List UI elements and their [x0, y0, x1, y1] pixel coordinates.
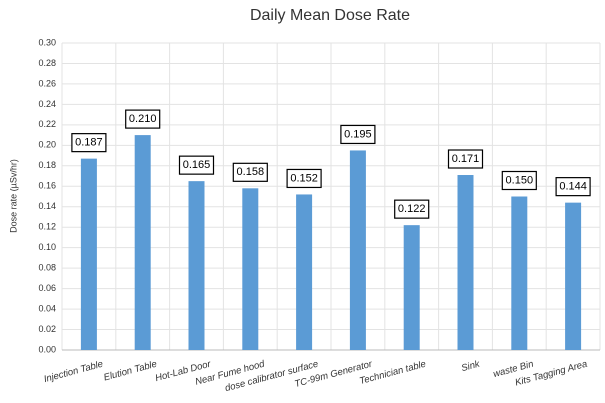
y-tick-label: 0.22 — [38, 119, 56, 129]
value-label: 0.165 — [183, 159, 211, 171]
value-label-box — [178, 155, 215, 175]
y-tick-label: 0.02 — [38, 324, 56, 334]
value-label: 0.210 — [129, 113, 157, 125]
value-label-box — [340, 124, 376, 145]
y-axis-label: Dose rate (µSv/hr) — [8, 159, 18, 233]
y-tick-label: 0.04 — [38, 303, 56, 313]
value-label: 0.187 — [75, 137, 103, 149]
bar — [80, 158, 97, 350]
y-tick-label: 0.14 — [38, 201, 56, 211]
y-tick-label: 0.10 — [38, 242, 56, 252]
bar — [242, 188, 259, 350]
x-tick-label: Injection Table — [43, 359, 105, 385]
y-tick-label: 0.20 — [38, 140, 56, 150]
value-label: 0.152 — [290, 172, 318, 184]
x-tick-label: Elution Table — [103, 359, 159, 384]
value-label-box — [394, 199, 430, 219]
value-label-box — [286, 168, 322, 189]
value-label-box — [232, 162, 268, 182]
bar — [349, 150, 366, 350]
y-tick-label: 0.12 — [38, 222, 56, 232]
bar — [457, 175, 474, 350]
value-label: 0.195 — [344, 128, 372, 140]
value-label-box — [71, 133, 107, 153]
bar — [296, 194, 313, 350]
y-tick-label: 0.28 — [38, 58, 56, 68]
bar — [403, 225, 420, 350]
bar — [188, 181, 205, 350]
value-label: 0.158 — [237, 166, 265, 178]
value-label-box — [447, 149, 484, 169]
value-label: 0.171 — [452, 153, 480, 165]
y-tick-label: 0.16 — [38, 181, 56, 191]
y-tick-label: 0.08 — [38, 263, 56, 273]
y-tick-label: 0.24 — [38, 99, 56, 109]
value-label: 0.122 — [398, 203, 426, 215]
y-tick-label: 0.26 — [38, 78, 56, 88]
value-label-box — [125, 109, 161, 129]
bar — [565, 202, 582, 350]
value-label-box — [555, 177, 591, 197]
x-tick-label: Sink — [460, 358, 482, 374]
bar — [134, 135, 151, 350]
bar — [511, 196, 528, 350]
value-label: 0.144 — [559, 181, 587, 193]
y-tick-label: 0.18 — [38, 160, 56, 170]
y-tick-label: 0.30 — [38, 37, 56, 47]
y-tick-label: 0.00 — [38, 344, 56, 354]
value-label-box — [501, 170, 537, 191]
y-tick-label: 0.06 — [38, 283, 56, 293]
value-label: 0.150 — [506, 174, 534, 186]
chart-title: Daily Mean Dose Rate — [250, 7, 410, 24]
